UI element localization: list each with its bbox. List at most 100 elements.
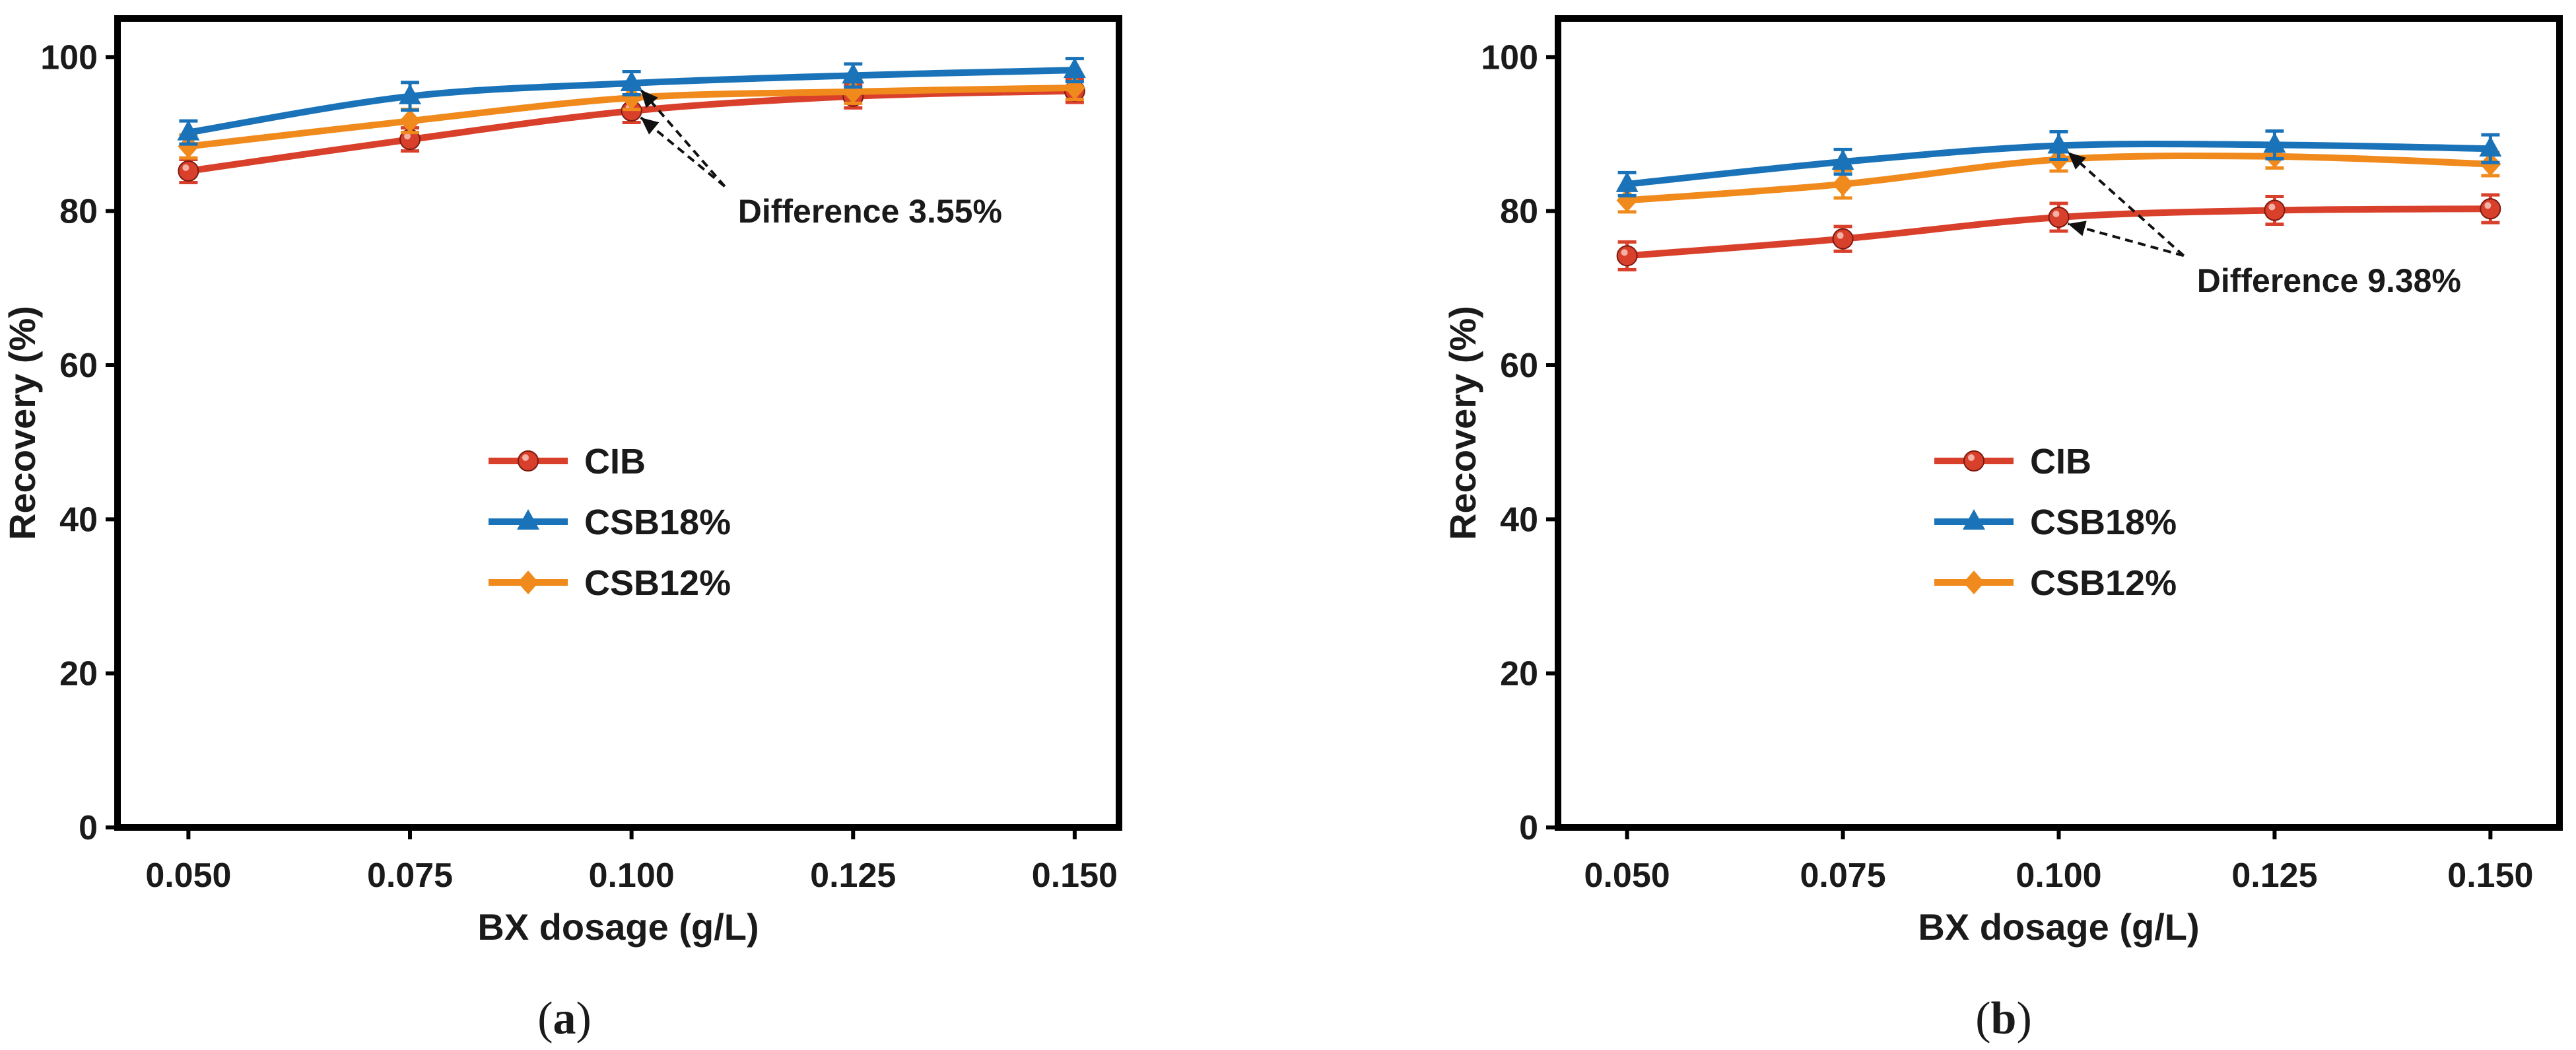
legend-label: CIB [584, 442, 646, 481]
data-point-circle [2048, 207, 2070, 228]
panel-a-y-tick-label: 40 [59, 501, 98, 539]
legend-label: CSB12% [2030, 563, 2177, 603]
panel-b-y-axis-label: Recovery (%) [1442, 306, 1483, 540]
panel-b-x-tick-label: 0.125 [2231, 857, 2317, 895]
annotation-arrow-line [2067, 223, 2185, 258]
data-point-highlight [2268, 203, 2276, 211]
panel-b-x-tick-label: 0.150 [2447, 857, 2533, 895]
panel-b-x-axis-label: BX dosage (g/L) [1918, 906, 2199, 948]
data-point-diamond [518, 571, 539, 594]
data-point-highlight [404, 133, 411, 140]
data-point-triangle [399, 83, 422, 104]
panel-a-caption-open: ( [537, 993, 553, 1044]
annotation-arrowhead [640, 118, 660, 135]
panel-a-caption-close: ) [576, 993, 592, 1044]
data-point-circle [1963, 450, 1984, 472]
data-point-circle [1832, 228, 1854, 250]
panel-b-caption: (b) [1975, 993, 2032, 1044]
panel-b-y-tick-label: 80 [1500, 193, 1538, 231]
panel-a-y-tick-label: 60 [59, 347, 98, 385]
data-point-highlight [182, 164, 189, 171]
panel-a-y-tick-label: 0 [79, 809, 98, 847]
panel-b-y-tick-label: 60 [1500, 347, 1538, 385]
panel-b-caption-close: ) [2016, 993, 2031, 1044]
panel-a-y-tick-label: 100 [40, 38, 98, 77]
panel-a-x-tick-label: 0.100 [589, 857, 675, 895]
panel-a-x-tick-label: 0.050 [145, 857, 231, 895]
legend-label: CSB18% [2030, 503, 2177, 542]
panel-a-y-axis-label: Recovery (%) [1, 306, 43, 540]
panel-b-y-tick-label: 0 [1519, 809, 1538, 847]
panel-b-plot-frame [1555, 15, 2563, 831]
panel-b-series-csb18pct [1615, 129, 2502, 197]
panel-a-series [177, 57, 1086, 184]
panel-b-x-tick-label: 0.100 [2016, 857, 2101, 895]
data-point-highlight [1621, 249, 1628, 256]
data-point-highlight [1968, 454, 1975, 461]
annotation-arrowhead [640, 90, 658, 108]
panel-a-x-tick-label: 0.150 [1032, 857, 1118, 895]
data-point-highlight [2052, 211, 2060, 217]
panel-b-caption-open: ( [1975, 993, 1990, 1044]
data-point-highlight [2484, 202, 2491, 209]
panel-b-series [1615, 129, 2502, 271]
chart-panel-b: 0 20 40 60 80 100 0.050 0.075 0.100 0.125 0.150 CI… [1442, 15, 2563, 1044]
data-point-triangle [517, 509, 539, 530]
annotation-arrow-line [640, 116, 726, 188]
legend-label: CIB [2030, 442, 2091, 481]
panel-a-caption-letter: a [553, 993, 576, 1044]
data-point-triangle [1063, 57, 1086, 79]
panel-a-caption: (a) [537, 993, 592, 1044]
data-point-triangle [2047, 133, 2070, 154]
panel-a-ticks: 0 20 40 60 80 100 0.050 0.075 0.100 0.125 0.150 [40, 38, 1118, 895]
data-point-diamond [399, 109, 421, 133]
legend-label: CSB12% [584, 563, 731, 603]
panel-b-x-tick-label: 0.050 [1584, 857, 1670, 895]
panel-b-y-tick-label: 20 [1500, 655, 1538, 693]
data-point-circle [518, 450, 539, 472]
data-point-circle [1616, 245, 1638, 267]
panel-a-y-tick-label: 80 [59, 193, 98, 231]
data-point-circle [2264, 199, 2286, 221]
panel-a-x-tick-label: 0.125 [810, 857, 896, 895]
data-point-highlight [522, 454, 529, 461]
annotation-arrow-line [640, 88, 726, 188]
data-point-circle [178, 160, 199, 182]
panel-b-x-tick-label: 0.075 [1800, 857, 1885, 895]
data-point-highlight [1837, 232, 1844, 239]
data-point-triangle [1831, 149, 1854, 170]
panel-b-legend: CIB CSB18% CSB12% [1934, 442, 2177, 603]
panel-a-annotation: Difference 3.55% [640, 88, 1002, 230]
data-point-diamond [1832, 172, 1854, 196]
data-point-triangle [177, 120, 200, 141]
annotation-arrowhead [2068, 221, 2087, 236]
data-point-triangle [620, 71, 643, 91]
data-point-diamond [842, 79, 864, 104]
annotation-arrowhead [2068, 152, 2086, 170]
panel-b-series-cib [1616, 193, 2501, 271]
legend-label: CSB18% [584, 503, 731, 542]
annotation-label: Difference 9.38% [2197, 262, 2461, 299]
panel-a-x-tick-label: 0.075 [367, 857, 453, 895]
data-point-triangle [1963, 509, 1985, 530]
panel-b-ticks: 0 20 40 60 80 100 0.050 0.075 0.100 0.125 0.150 [1481, 38, 2533, 895]
panel-b-annotation: Difference 9.38% [2067, 151, 2461, 299]
panel-a-y-tick-label: 20 [59, 655, 98, 693]
panel-b-y-tick-label: 40 [1500, 501, 1538, 539]
data-point-diamond [1963, 571, 1984, 594]
data-point-triangle [2479, 136, 2502, 157]
panel-b-y-tick-label: 100 [1481, 38, 1538, 77]
data-point-triangle [1615, 171, 1639, 192]
panel-a-plot-frame [114, 15, 1122, 831]
panel-a-series-csb18pct [177, 57, 1086, 146]
panel-b-caption-letter: b [1991, 993, 2017, 1044]
data-point-diamond [621, 86, 642, 110]
data-point-circle [2480, 198, 2501, 220]
data-point-triangle [842, 63, 865, 84]
panel-a-x-axis-label: BX dosage (g/L) [477, 906, 759, 948]
annotation-label: Difference 3.55% [738, 193, 1002, 230]
panel-a-legend: CIB CSB18% CSB12% [489, 442, 731, 603]
data-point-triangle [2263, 132, 2286, 153]
chart-panel-a: 0 20 40 60 80 100 0.050 0.075 0.100 0.125 0.150 CI… [1, 15, 1122, 1044]
